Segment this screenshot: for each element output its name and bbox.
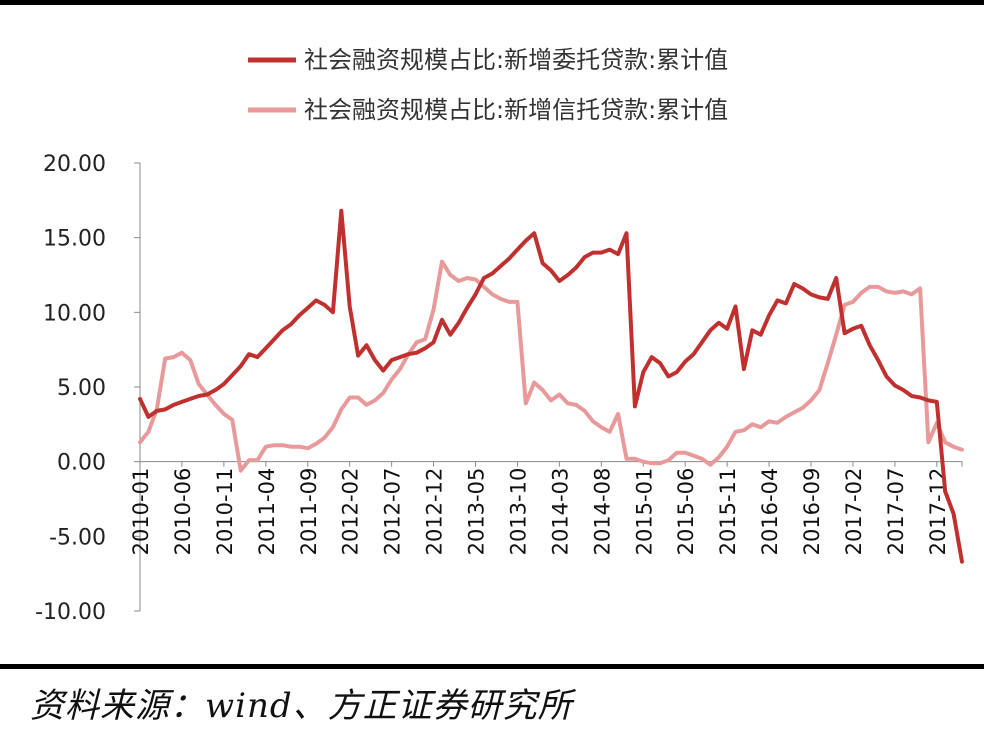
x-tick-label: 2017-12 [926,468,950,556]
x-tick-label: 2017-02 [842,468,866,556]
x-tick-label: 2010-06 [171,468,195,556]
x-tick-label: 2015-06 [674,468,698,556]
x-tick-label: 2013-05 [465,468,489,556]
x-tick-label: 2014-03 [548,468,572,556]
series-line-trust-loans [138,259,964,473]
y-tick-label: 20.00 [43,152,106,177]
x-tick-label: 2011-04 [255,468,279,556]
x-tick-label: 2012-02 [339,468,363,556]
series-line-entrusted-loans [138,208,964,564]
x-tick-label: 2010-01 [129,468,153,556]
y-axis: 20.00 15.00 10.00 5.00 0.00 -5.00 -10.00 [35,152,141,625]
x-tick-label: 2011-09 [297,468,321,556]
bottom-rule [0,664,984,669]
x-tick-label: 2010-11 [213,468,237,556]
x-tick-label: 2017-07 [884,468,908,556]
line-chart: 社会融资规模占比:新增委托贷款:累计值 社会融资规模占比:新增信托贷款:累计值 … [35,46,964,625]
legend-label-trust-loans: 社会融资规模占比:新增信托贷款:累计值 [304,96,728,124]
y-tick-label: -10.00 [35,600,106,625]
y-tick-label: 15.00 [43,227,106,252]
y-tick-label: -5.00 [49,525,106,550]
x-tick-label: 2012-07 [381,468,405,556]
legend: 社会融资规模占比:新增委托贷款:累计值 社会融资规模占比:新增信托贷款:累计值 [248,46,728,124]
y-tick-label: 5.00 [57,376,106,401]
x-tick-label: 2013-10 [506,468,530,556]
legend-label-entrusted-loans: 社会融资规模占比:新增委托贷款:累计值 [304,46,728,74]
x-tick-label: 2015-01 [632,468,656,556]
series-layer [138,208,964,564]
top-rule [0,0,984,5]
y-tick-label: 0.00 [57,451,106,476]
x-tick-label: 2016-09 [800,468,824,556]
x-tick-label: 2012-12 [423,468,447,556]
x-axis: 2010-01 2010-06 2010-11 2011-04 2011-09 2012-… [129,461,963,556]
source-note: 资料来源：wind、方正证券研究所 [30,686,573,726]
x-tick-label: 2015-11 [716,468,740,556]
x-tick-label: 2016-04 [758,468,782,556]
y-tick-label: 10.00 [43,301,106,326]
x-tick-label: 2014-08 [590,468,614,556]
